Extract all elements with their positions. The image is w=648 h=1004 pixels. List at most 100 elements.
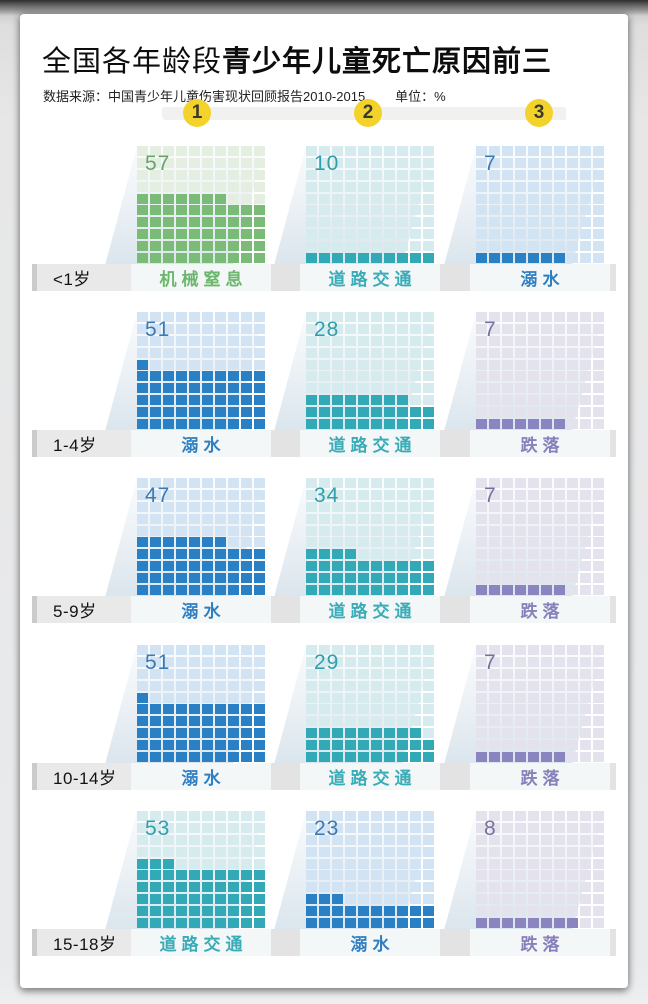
waffle-cell-filled <box>423 752 434 763</box>
waffle-cell-empty <box>554 335 565 346</box>
waffle-cell-empty <box>319 716 330 727</box>
waffle-cell-filled <box>150 728 161 739</box>
waffle-cell-filled <box>254 241 265 252</box>
waffle-cell-empty <box>150 692 161 703</box>
rank-3-badge: 3 <box>525 99 553 127</box>
waffle-cell-empty <box>476 169 487 180</box>
cause-label: 溺水 <box>181 769 226 788</box>
waffle-cell-empty <box>189 811 200 821</box>
waffle-cell-empty <box>202 858 213 869</box>
waffle-cell-empty <box>502 882 513 893</box>
waffle-cell-filled <box>163 918 174 929</box>
waffle-cell-empty <box>476 906 487 917</box>
waffle-cell-empty <box>228 858 239 869</box>
waffle-cell-empty <box>593 383 604 394</box>
waffle-cell-filled <box>371 585 382 596</box>
waffle-cell-empty <box>554 716 565 727</box>
waffle-cell-empty <box>228 478 239 488</box>
waffle-cell-filled <box>515 253 526 264</box>
waffle-cell-empty <box>384 478 395 488</box>
waffle-cell-empty <box>228 323 239 334</box>
waffle-cell-empty <box>228 181 239 192</box>
waffle-cell-filled <box>423 740 434 751</box>
waffle-cell-empty <box>593 395 604 406</box>
waffle-cell-filled <box>489 752 500 763</box>
waffle-cell-filled <box>215 752 226 763</box>
waffle-cell-empty <box>384 882 395 893</box>
waffle-cell-empty <box>241 645 252 655</box>
waffle-cell-filled <box>358 561 369 572</box>
waffle-cell-empty <box>189 478 200 488</box>
waffle-cell-empty <box>593 728 604 739</box>
waffle-cell-filled <box>384 906 395 917</box>
waffle-cell-filled <box>137 882 148 893</box>
waffle-cell-empty <box>554 478 565 488</box>
waffle-cell-filled <box>202 419 213 430</box>
waffle-cell-empty <box>593 241 604 252</box>
waffle-cell-empty <box>528 157 539 168</box>
waffle-cell-empty <box>489 894 500 905</box>
waffle-cell-empty <box>228 359 239 370</box>
waffle-cell-empty <box>476 716 487 727</box>
waffle-cell-empty <box>384 193 395 204</box>
waffle-cell-empty <box>150 680 161 691</box>
waffle-cell-empty <box>241 834 252 845</box>
waffle-cell-empty <box>489 870 500 881</box>
waffle-cell-empty <box>580 513 591 524</box>
waffle-cell-empty <box>254 680 265 691</box>
waffle-cell-empty <box>489 478 500 488</box>
waffle-cell-empty <box>502 241 513 252</box>
waffle-cell-filled <box>137 740 148 751</box>
waffle-cell-empty <box>371 537 382 548</box>
waffle-cell-filled <box>241 419 252 430</box>
cause-label-panel: 跌落 <box>470 596 610 623</box>
waffle-cell-empty <box>515 217 526 228</box>
waffle-cell-empty <box>476 668 487 679</box>
waffle-cell-filled <box>397 740 408 751</box>
waffle-cell-filled <box>358 585 369 596</box>
waffle-cell-empty <box>410 834 421 845</box>
waffle-cell-empty <box>580 419 591 430</box>
waffle-cell-empty <box>176 501 187 512</box>
waffle-cell-filled <box>371 395 382 406</box>
waffle-cell-filled <box>358 573 369 584</box>
waffle-cell-empty <box>528 323 539 334</box>
waffle-cell-filled <box>215 395 226 406</box>
waffle-cell-empty <box>528 882 539 893</box>
waffle-cell-empty <box>567 656 578 667</box>
waffle-cell-empty <box>319 347 330 358</box>
waffle-cell-empty <box>332 668 343 679</box>
waffle-cell-empty <box>371 704 382 715</box>
waffle-cell-empty <box>254 656 265 667</box>
waffle-cell-filled <box>176 253 187 264</box>
waffle-cell-empty <box>332 157 343 168</box>
waffle-cell-filled <box>319 419 330 430</box>
waffle-cell-filled <box>476 752 487 763</box>
waffle-cell-empty <box>202 312 213 322</box>
waffle-cell-filled <box>202 728 213 739</box>
waffle-cell-filled <box>137 716 148 727</box>
waffle-cell-empty <box>580 585 591 596</box>
waffle-cell-empty <box>319 870 330 881</box>
waffle-cell-filled <box>137 193 148 204</box>
waffle-cell-empty <box>358 181 369 192</box>
waffle-cell-empty <box>502 157 513 168</box>
waffle-cell-filled <box>515 752 526 763</box>
waffle-cell-empty <box>384 146 395 156</box>
waffle-cell-filled <box>254 740 265 751</box>
waffle-cell-empty <box>554 359 565 370</box>
waffle-cell-empty <box>489 680 500 691</box>
waffle-cell-empty <box>580 383 591 394</box>
waffle-cell-empty <box>502 846 513 857</box>
waffle-cell-empty <box>515 811 526 821</box>
value-label: 34 <box>314 484 340 507</box>
waffle-cell-empty <box>215 323 226 334</box>
waffle-cell-empty <box>528 501 539 512</box>
waffle-cell-empty <box>476 513 487 524</box>
waffle-cell-empty <box>423 359 434 370</box>
waffle-cell-filled <box>137 217 148 228</box>
waffle-cell-empty <box>423 157 434 168</box>
waffle-cell-filled <box>189 752 200 763</box>
waffle-cell-empty <box>580 323 591 334</box>
waffle-cell-filled <box>319 906 330 917</box>
